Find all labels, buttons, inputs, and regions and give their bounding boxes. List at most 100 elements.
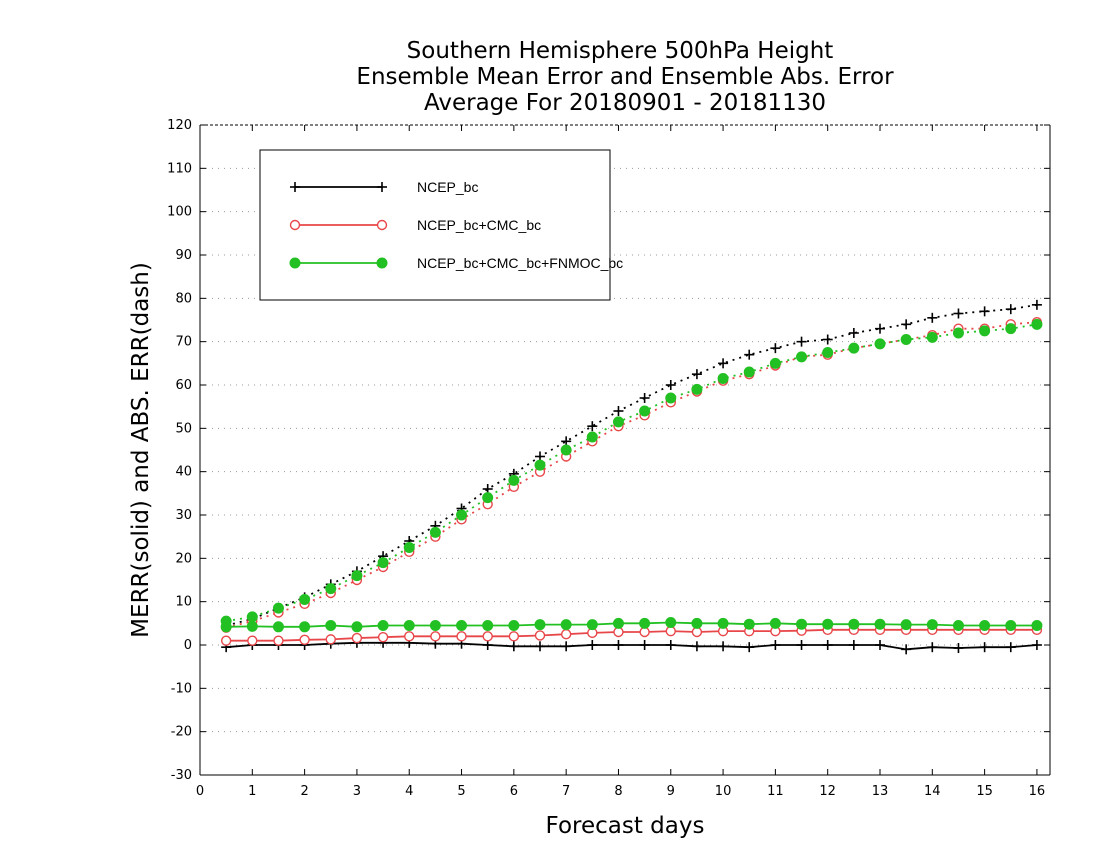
ncep-bc-cmc-bc-fnmoc-bc-abs-err-point	[377, 557, 389, 569]
ncep-bc-cmc-bc-fnmoc-bc-merr-point	[848, 618, 860, 630]
y-tick-label: 70	[175, 335, 192, 350]
ncep-bc-cmc-bc-merr-point	[691, 626, 703, 638]
ncep-bc-abs-err-point	[927, 312, 938, 323]
ncep-bc-cmc-bc-merr-point	[220, 635, 232, 646]
legend-entry-2: NCEP_bc+CMC_bc+FNMOC_bc	[289, 255, 623, 271]
ncep-bc-abs-err-point	[587, 421, 598, 432]
x-tick-label: 12	[819, 784, 836, 799]
ncep-bc-cmc-bc-merr-point	[639, 626, 650, 638]
ncep-bc-merr-point	[535, 641, 545, 652]
ncep-bc-cmc-bc-fnmoc-bc-abs-err-point	[403, 542, 415, 553]
ncep-bc-cmc-bc-fnmoc-bc-merr-point	[325, 620, 337, 631]
ncep-bc-abs-err-point	[1005, 304, 1016, 315]
ncep-bc-merr-point	[587, 640, 598, 650]
ncep-bc-cmc-bc-fnmoc-bc-merr-point	[979, 620, 991, 631]
chart-title-line-3: Average For 20180901 - 20181130	[424, 90, 826, 116]
ncep-bc-cmc-bc-merr-point	[299, 634, 310, 645]
ncep-bc-cmc-bc-merr-point	[351, 632, 363, 644]
y-tick-label: 50	[175, 421, 192, 436]
ncep-bc-abs-err-point	[953, 308, 964, 319]
ncep-bc-cmc-bc-fnmoc-bc-merr-point	[665, 616, 677, 628]
ncep-bc-merr-line	[226, 641, 1037, 651]
ncep-bc-cmc-bc-fnmoc-bc-abs-err-line	[226, 323, 1038, 623]
ncep-bc-cmc-bc-fnmoc-bc-abs-err-point	[691, 383, 703, 395]
ncep-bc-cmc-bc-merr-point	[325, 634, 336, 645]
ncep-bc-merr-point	[613, 640, 624, 650]
series-0	[221, 299, 1042, 655]
ncep-bc-cmc-bc-fnmoc-bc-abs-err-point	[351, 570, 363, 582]
ncep-bc-cmc-bc-fnmoc-bc-merr-point	[351, 621, 363, 633]
ncep-bc-cmc-bc-merr-point	[534, 630, 546, 641]
series-layer	[220, 299, 1043, 655]
ncep-bc-abs-err-point	[639, 393, 650, 403]
ncep-bc-cmc-bc-merr-point	[247, 635, 258, 646]
ncep-bc-merr-point	[744, 642, 755, 653]
y-tick-label: 40	[175, 465, 192, 480]
ncep-bc-merr-point	[1005, 642, 1016, 653]
ncep-bc-cmc-bc-fnmoc-bc-merr-point	[796, 618, 808, 630]
legend-marker-start	[289, 257, 301, 269]
ncep-bc-cmc-bc-fnmoc-bc-merr-point	[586, 619, 598, 631]
ncep-bc-cmc-bc-merr-point	[430, 631, 441, 642]
y-tick-label: 100	[167, 205, 192, 220]
y-tick-label: -20	[171, 725, 192, 740]
y-axis-label: MERR(solid) and ABS. ERR(dash)	[128, 262, 154, 638]
ncep-bc-cmc-bc-fnmoc-bc-merr-point	[769, 617, 781, 629]
ncep-bc-cmc-bc-fnmoc-bc-abs-err-point	[586, 431, 598, 443]
x-tick-label: 10	[715, 784, 732, 799]
x-tick-label: 11	[767, 784, 784, 799]
ncep-bc-abs-err-point	[744, 349, 755, 360]
y-tick-label: 20	[175, 551, 192, 566]
ncep-bc-cmc-bc-fnmoc-bc-abs-err-point	[246, 611, 258, 623]
ncep-bc-cmc-bc-fnmoc-bc-abs-err-point	[796, 351, 808, 363]
ncep-bc-cmc-bc-fnmoc-bc-merr-point	[456, 620, 468, 631]
ncep-bc-cmc-bc-fnmoc-bc-abs-err-point	[482, 492, 494, 504]
ncep-bc-cmc-bc-fnmoc-bc-merr-point	[717, 617, 729, 629]
ncep-bc-cmc-bc-fnmoc-bc-abs-err-point	[900, 334, 912, 345]
ncep-bc-cmc-bc-fnmoc-bc-merr-point	[743, 618, 755, 630]
ncep-bc-merr-point	[848, 640, 859, 650]
ncep-bc-cmc-bc-merr-point	[273, 635, 284, 646]
y-tick-label: 0	[184, 638, 192, 653]
ncep-bc-abs-err-line	[225, 303, 1038, 627]
ncep-bc-cmc-bc-fnmoc-bc-merr-point	[299, 621, 311, 633]
x-tick-label: 6	[510, 784, 518, 799]
ncep-bc-cmc-bc-fnmoc-bc-merr-point	[900, 619, 912, 631]
ncep-bc-cmc-bc-fnmoc-bc-merr-point	[482, 620, 494, 631]
ncep-bc-cmc-bc-fnmoc-bc-merr-point	[429, 620, 441, 631]
ncep-bc-cmc-bc-fnmoc-bc-merr-point	[952, 620, 964, 631]
ncep-bc-cmc-bc-fnmoc-bc-merr-line	[226, 621, 1037, 628]
ncep-bc-cmc-bc-fnmoc-bc-merr-point	[220, 621, 232, 633]
ncep-bc-cmc-bc-merr-point	[665, 625, 676, 637]
ncep-bc-cmc-bc-merr-point	[508, 631, 520, 642]
legend-label: NCEP_bc	[417, 179, 478, 195]
ncep-bc-cmc-bc-merr-point	[456, 631, 467, 642]
legend-entry-0: NCEP_bc	[290, 179, 478, 195]
ncep-bc-cmc-bc-fnmoc-bc-merr-point	[534, 619, 546, 631]
ncep-bc-cmc-bc-fnmoc-bc-merr-point	[874, 618, 886, 630]
ncep-bc-cmc-bc-fnmoc-bc-merr-point	[246, 620, 258, 632]
ncep-bc-cmc-bc-fnmoc-bc-merr-point	[691, 617, 703, 629]
ncep-bc-cmc-bc-fnmoc-bc-abs-err-point	[272, 602, 284, 614]
y-tick-label: 80	[175, 291, 192, 306]
ncep-bc-cmc-bc-fnmoc-bc-abs-err-point	[639, 405, 651, 417]
ncep-bc-cmc-bc-fnmoc-bc-abs-err-point	[325, 583, 337, 595]
y-tick-label: -30	[171, 768, 192, 783]
x-tick-label: 5	[457, 784, 465, 799]
ncep-bc-cmc-bc-fnmoc-bc-merr-point	[1031, 620, 1043, 631]
ncep-bc-merr-point	[822, 640, 833, 650]
ncep-bc-merr-point	[875, 640, 885, 650]
ncep-bc-abs-err-point	[718, 358, 729, 369]
ncep-bc-cmc-bc-fnmoc-bc-abs-err-point	[560, 444, 572, 456]
y-tick-label: 30	[175, 508, 192, 523]
ncep-bc-abs-err-point	[1031, 299, 1042, 310]
legend: NCEP_bc NCEP_bc+CMC_bc NCEP_bc+CMC_bc+FNMO…	[259, 149, 623, 301]
x-tick-label: 9	[667, 784, 675, 799]
ncep-bc-cmc-bc-fnmoc-bc-abs-err-point	[979, 325, 991, 337]
legend-entry-1: NCEP_bc+CMC_bc	[289, 217, 541, 233]
ncep-bc-cmc-bc-fnmoc-bc-abs-err-point	[1005, 323, 1017, 335]
ncep-bc-cmc-bc-fnmoc-bc-merr-point	[377, 620, 389, 631]
series-1	[220, 316, 1043, 646]
